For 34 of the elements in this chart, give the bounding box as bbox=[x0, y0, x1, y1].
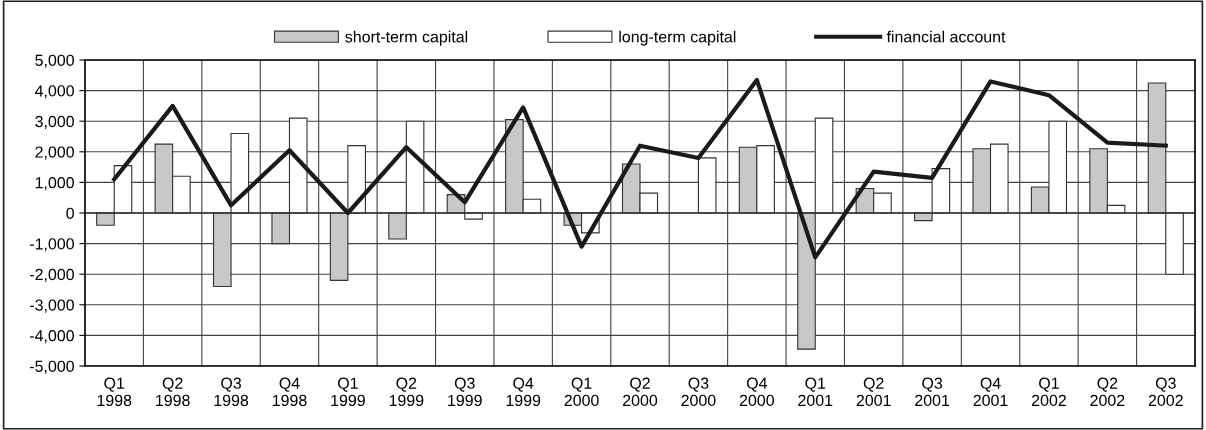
y-tick-label: -1,000 bbox=[30, 238, 74, 252]
x-tick-label: Q2 2001 bbox=[856, 377, 891, 407]
x-tick-label: Q2 1998 bbox=[156, 377, 190, 407]
x-tick-label: Q3 1998 bbox=[214, 377, 249, 407]
x-tick-label: Q4 2001 bbox=[973, 377, 1008, 407]
x-tick-label: Q1 1999 bbox=[331, 377, 365, 407]
x-tick-label: Q2 1999 bbox=[389, 377, 424, 407]
x-tick-label: Q3 2000 bbox=[681, 377, 716, 407]
y-tick-label: 3,000 bbox=[35, 115, 74, 130]
x-tick-label: Q1 2000 bbox=[564, 377, 599, 407]
legend-label: long-term capital bbox=[619, 30, 736, 46]
y-tick-label: -5,000 bbox=[30, 360, 74, 374]
y-tick-label: 4,000 bbox=[34, 85, 74, 99]
y-tick-label: -2,000 bbox=[30, 268, 74, 283]
x-tick-label: Q2 2002 bbox=[1090, 377, 1125, 407]
x-tick-label: Q4 1999 bbox=[506, 377, 541, 407]
y-tick-label: 2,000 bbox=[35, 146, 74, 160]
x-tick-label: Q3 1999 bbox=[448, 377, 482, 407]
y-tick-label: 0 bbox=[66, 207, 74, 219]
x-tick-label: Q1 1998 bbox=[97, 377, 132, 407]
x-tick-label: Q4 1998 bbox=[272, 377, 307, 407]
legend-label: financial account bbox=[886, 30, 1006, 43]
x-tick-label: Q4 2000 bbox=[739, 377, 774, 407]
y-tick-label: -3,000 bbox=[30, 299, 74, 313]
line-series bbox=[112, 77, 1168, 260]
x-tick-label: Q3 2002 bbox=[1148, 377, 1183, 407]
x-tick-label: Q2 2000 bbox=[623, 377, 658, 407]
y-tick-label: -4,000 bbox=[30, 330, 74, 344]
x-tick-label: Q3 2001 bbox=[915, 377, 950, 407]
legend-label: short-term capital bbox=[345, 30, 468, 46]
x-tick-label: Q1 2001 bbox=[798, 377, 833, 407]
y-tick-label: 5,000 bbox=[35, 54, 74, 68]
y-tick-label: 1,000 bbox=[35, 177, 74, 191]
x-tick-label: Q1 2002 bbox=[1031, 377, 1066, 407]
